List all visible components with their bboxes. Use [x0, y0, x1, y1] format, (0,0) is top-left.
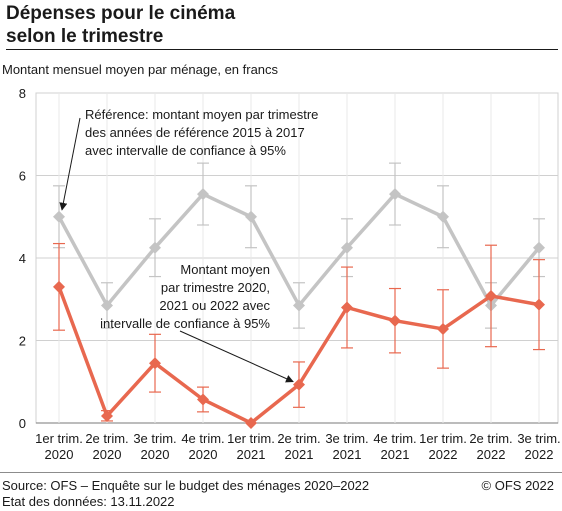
x-tick-label: 4e trim.	[373, 431, 416, 446]
chart-subtitle: Montant mensuel moyen par ménage, en fra…	[2, 62, 279, 77]
x-tick-label: 2022	[477, 447, 506, 462]
data-date-note: Etat des données: 13.11.2022	[2, 494, 175, 509]
chart-title-line-2: selon le trimestre	[6, 26, 164, 47]
x-tick-label: 1er trim.	[419, 431, 467, 446]
annotation-current-text: par trimestre 2020,	[161, 280, 270, 295]
chart-title: Dépenses pour le cinéma selon le trimest…	[6, 2, 406, 48]
chart-title-line-1: Dépenses pour le cinéma	[6, 3, 236, 24]
x-tick-label: 1er trim.	[227, 431, 275, 446]
y-tick-label: 8	[19, 86, 26, 101]
y-tick-label: 2	[19, 334, 26, 349]
annotation-current-text: intervalle de confiance à 95%	[100, 316, 270, 331]
data-point	[197, 188, 209, 201]
data-point	[149, 357, 161, 370]
x-tick-label: 2e trim.	[469, 431, 512, 446]
x-tick-label: 3e trim.	[325, 431, 368, 446]
x-tick-label: 2021	[237, 447, 266, 462]
annotation-current-text: 2021 ou 2022 avec	[159, 298, 270, 313]
data-point	[341, 301, 353, 314]
data-point	[533, 298, 545, 311]
data-point	[437, 322, 449, 335]
data-point	[485, 289, 497, 302]
y-tick-label: 4	[19, 251, 26, 266]
x-tick-label: 2020	[189, 447, 218, 462]
x-tick-label: 2022	[525, 447, 554, 462]
data-point	[437, 210, 449, 223]
annotation-reference-text: des années de référence 2015 à 2017	[85, 125, 305, 140]
x-tick-label: 3e trim.	[517, 431, 560, 446]
data-point	[149, 241, 161, 254]
annotation-reference-arrow	[59, 117, 81, 211]
data-point	[53, 280, 65, 293]
x-tick-label: 2021	[381, 447, 410, 462]
data-point	[245, 417, 257, 429]
data-point	[101, 409, 113, 422]
x-tick-label: 2020	[141, 447, 170, 462]
data-point	[533, 241, 545, 254]
annotation-current-arrow	[179, 330, 294, 383]
data-point	[101, 299, 113, 312]
x-tick-label: 2021	[285, 447, 314, 462]
data-point	[53, 210, 65, 223]
x-tick-label: 2e trim.	[85, 431, 128, 446]
data-point	[341, 241, 353, 254]
x-tick-label: 3e trim.	[133, 431, 176, 446]
annotation-current-text: Montant moyen	[180, 262, 270, 277]
data-point	[293, 299, 305, 312]
source-note: Source: OFS – Enquête sur le budget des …	[2, 478, 370, 493]
y-tick-label: 6	[19, 169, 26, 184]
data-point	[389, 314, 401, 327]
data-point	[293, 378, 305, 391]
annotation-reference-text: Référence: montant moyen par trimestre	[85, 107, 318, 122]
title-divider	[6, 49, 558, 50]
x-tick-label: 2021	[333, 447, 362, 462]
y-tick-label: 0	[19, 416, 26, 431]
x-tick-label: 2020	[93, 447, 122, 462]
x-tick-label: 2020	[45, 447, 74, 462]
copyright-note: © OFS 2022	[481, 478, 554, 493]
x-tick-label: 2022	[429, 447, 458, 462]
x-tick-label: 1er trim.	[35, 431, 83, 446]
data-point	[245, 210, 257, 223]
data-point	[389, 188, 401, 201]
footer-divider	[0, 472, 562, 473]
data-point	[197, 393, 209, 406]
x-tick-label: 4e trim.	[181, 431, 224, 446]
annotation-reference-text: avec intervalle de confiance à 95%	[85, 143, 286, 158]
x-tick-label: 2e trim.	[277, 431, 320, 446]
